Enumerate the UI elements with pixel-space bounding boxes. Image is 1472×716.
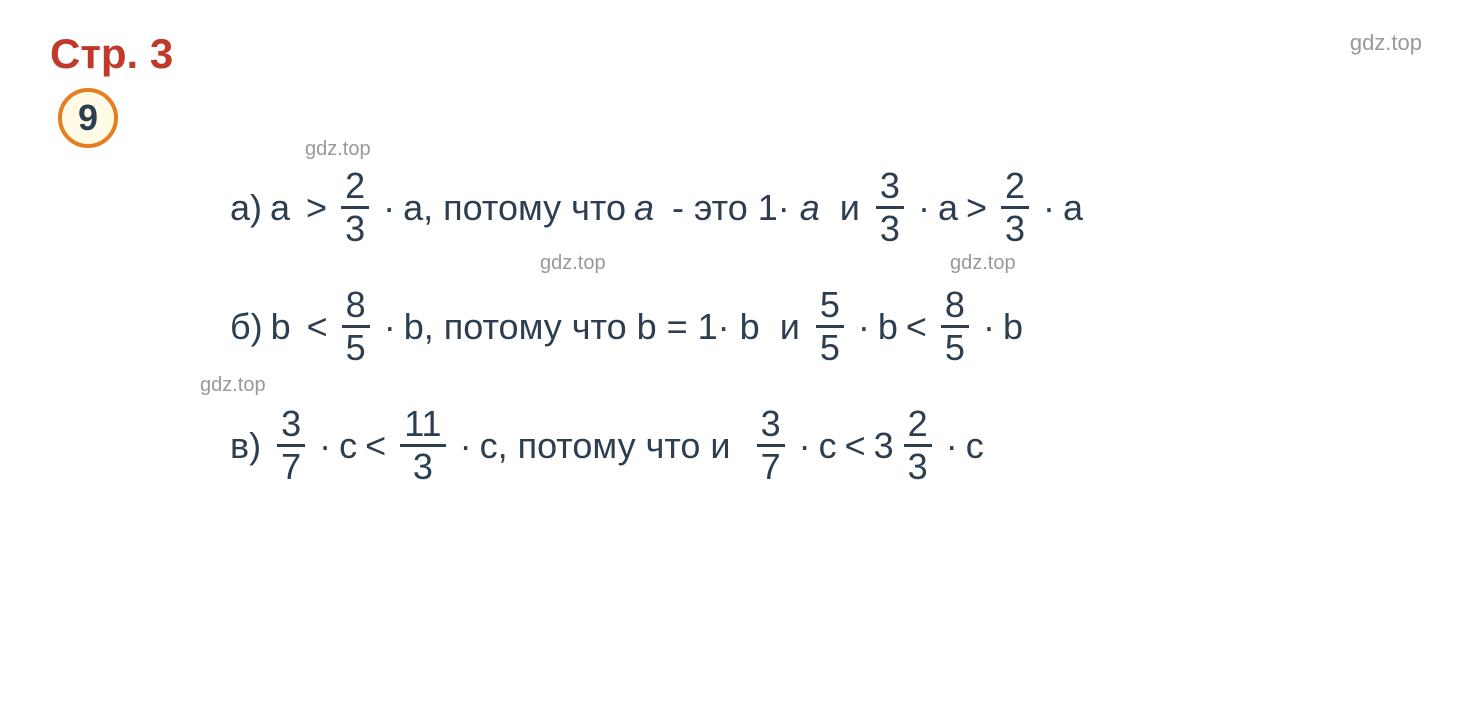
denominator: 3 (1001, 209, 1029, 247)
op-dot: · (858, 306, 870, 348)
denominator: 3 (409, 447, 437, 485)
fraction: 3 7 (757, 406, 785, 485)
mixed-whole: 3 (874, 425, 894, 467)
fraction: 2 3 (904, 406, 932, 485)
fraction: 5 5 (816, 287, 844, 366)
fraction: 3 7 (277, 406, 305, 485)
line-a: gdz.top а) a > 2 3 · a , потому что a - … (230, 168, 1422, 247)
var: b (404, 306, 424, 348)
text: , потому что b = 1· b (424, 306, 760, 348)
text-and: и (840, 187, 860, 229)
op-lt: < (906, 306, 927, 348)
label-c: в) (230, 425, 261, 467)
var: b (878, 306, 898, 348)
text: , потому что и (498, 425, 731, 467)
watermark-inline: gdz.top (950, 252, 1016, 275)
var: c (966, 425, 984, 467)
mixed-number: 3 2 3 (874, 406, 938, 485)
fraction: 8 5 (342, 287, 370, 366)
denominator: 3 (341, 209, 369, 247)
watermark-inline: gdz.top (540, 252, 606, 275)
label-a: а) (230, 187, 262, 229)
fraction: 3 3 (876, 168, 904, 247)
op-gt: > (966, 187, 987, 229)
watermark-top: gdz.top (1350, 30, 1422, 56)
fraction: 2 3 (341, 168, 369, 247)
var: c (480, 425, 498, 467)
page-label: Стр. 3 (50, 30, 173, 78)
fraction: 8 5 (941, 287, 969, 366)
op-dot: · (384, 306, 396, 348)
watermark-inline: gdz.top (305, 138, 371, 161)
numerator: 2 (904, 406, 932, 447)
line-b: gdz.top gdz.top б) b < 8 5 · b , потому … (230, 287, 1422, 366)
op-dot: · (383, 187, 395, 229)
var: b (271, 306, 291, 348)
numerator: 8 (941, 287, 969, 328)
op-dot: · (946, 425, 958, 467)
numerator: 11 (400, 406, 445, 447)
fraction: 2 3 (1001, 168, 1029, 247)
fraction: 11 3 (400, 406, 445, 485)
watermark-inline: gdz.top (200, 374, 266, 397)
op-dot: · (1043, 187, 1055, 229)
op-dot: · (799, 425, 811, 467)
denominator: 7 (277, 447, 305, 485)
numerator: 3 (757, 406, 785, 447)
text: , потому что (423, 187, 626, 229)
op-gt: > (306, 187, 327, 229)
var: a (938, 187, 958, 229)
numerator: 2 (341, 168, 369, 209)
denominator: 3 (904, 447, 932, 485)
var: c (819, 425, 837, 467)
denominator: 3 (876, 209, 904, 247)
op-lt: < (307, 306, 328, 348)
var: a (403, 187, 423, 229)
op-dot: · (983, 306, 995, 348)
denominator: 5 (816, 328, 844, 366)
numerator: 5 (816, 287, 844, 328)
numerator: 8 (342, 287, 370, 328)
denominator: 5 (342, 328, 370, 366)
numerator: 3 (876, 168, 904, 209)
op-lt: < (845, 425, 866, 467)
var: a (270, 187, 290, 229)
exercise-number-badge: 9 (58, 88, 118, 148)
var-italic: a (634, 187, 654, 229)
op-dot: · (319, 425, 331, 467)
op-lt: < (365, 425, 386, 467)
numerator: 2 (1001, 168, 1029, 209)
op-dot: · (460, 425, 472, 467)
denominator: 7 (757, 447, 785, 485)
var-italic: a (800, 187, 820, 229)
numerator: 3 (277, 406, 305, 447)
label-b: б) (230, 306, 263, 348)
line-c: gdz.top в) 3 7 · c < 11 3 · c , потому ч… (230, 406, 1422, 485)
var: b (1003, 306, 1023, 348)
op-dot: · (918, 187, 930, 229)
denominator: 5 (941, 328, 969, 366)
content-area: gdz.top а) a > 2 3 · a , потому что a - … (50, 168, 1422, 485)
var: a (1063, 187, 1083, 229)
var: c (339, 425, 357, 467)
text: - это 1· (672, 187, 790, 229)
text-and: и (780, 306, 800, 348)
